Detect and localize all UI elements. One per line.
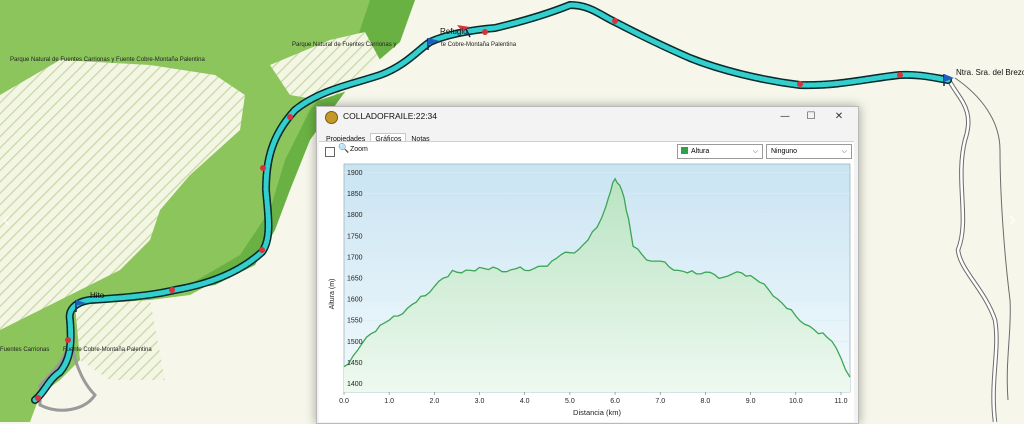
map-park-label: Parque Natural de Fuentes Carrionas y Fu… [10, 57, 205, 63]
waypoint-label-refugio[interactable]: Refugio [440, 27, 468, 36]
road-2 [954, 77, 1011, 401]
track-marker [65, 337, 71, 343]
track-marker [287, 114, 293, 120]
elevation-line [343, 177, 851, 378]
road-3 [38, 339, 97, 412]
map-park-label: Parque Natural de Fuentes Carrionas y [292, 42, 397, 48]
track-marker [259, 247, 265, 253]
window-title: COLLADOFRAILE:22:34 [343, 111, 438, 121]
flag-icon[interactable] [943, 74, 954, 86]
x-tick-label: 8.0 [701, 398, 711, 405]
map-park-label: Fuente Cobre-Montaña Palentina [63, 347, 152, 353]
track-marker [897, 72, 903, 78]
y-tick-label: 1500 [347, 339, 363, 346]
series-select[interactable]: Altura ⌵ [677, 144, 763, 159]
map-park-label: te Cobre-Montaña Palentina [441, 42, 517, 48]
y-axis-ticks: 1400 1450 1500 1550 1600 1650 1700 1750 1800 1850… [347, 170, 363, 388]
y-tick-label: 1450 [347, 360, 363, 367]
track-marker [797, 81, 803, 87]
secondary-series-select[interactable]: Ninguno ⌵ [766, 144, 852, 159]
x-tick-label: 5.0 [565, 398, 575, 405]
track-marker [35, 395, 41, 401]
minimize-button[interactable]: — [780, 111, 790, 122]
close-button[interactable]: ✕ [834, 111, 844, 122]
y-tick-label: 1700 [347, 254, 363, 261]
clearing-area [0, 60, 245, 330]
elevation-area [344, 178, 850, 392]
maximize-button[interactable]: ☐ [806, 111, 816, 122]
series-color-swatch [681, 147, 688, 154]
next-arrow-icon[interactable]: › [1008, 208, 1017, 233]
y-tick-label: 1550 [347, 318, 363, 325]
waypoint-label-brezo[interactable]: Ntra. Sra. del Brezo [956, 68, 1024, 77]
track-marker [482, 29, 488, 35]
y-tick-label: 1850 [347, 191, 363, 198]
tab-notes[interactable]: Notas [411, 136, 430, 143]
chevron-down-icon: ⌵ [752, 147, 758, 155]
y-tick-label: 1750 [347, 233, 363, 240]
y-tick-label: 1900 [347, 170, 363, 177]
gps-track-fill [32, 2, 951, 403]
chevron-down-icon: ⌵ [841, 147, 847, 155]
prev-arrow-icon[interactable]: ‹ [2, 208, 11, 233]
zoom-icon: 🔍 [338, 144, 350, 154]
track-marker [169, 287, 175, 293]
y-tick-label: 1600 [347, 297, 363, 304]
x-axis-label: Distancia (km) [573, 408, 621, 417]
map-park-label: Fuentes Carrionas [0, 347, 50, 353]
x-tick-label: 10.0 [789, 398, 803, 405]
x-axis-ticks: 0.0 1.0 2.0 3.0 4.0 5.0 6.0 7.0 8.0 9.0 10.0 11.0 [339, 392, 848, 405]
x-tick-label: 11.0 [834, 398, 847, 405]
graphs-panel: 🔍 Zoom Altura ⌵ Ninguno ⌵ [319, 141, 854, 422]
x-tick-label: 1.0 [384, 398, 394, 405]
flag-icon[interactable] [457, 25, 471, 38]
y-tick-label: 1650 [347, 276, 363, 283]
tab-properties[interactable]: Propiedades [326, 136, 366, 143]
flag-icon[interactable] [427, 38, 440, 50]
y-tick-label: 1800 [347, 212, 363, 219]
y-tick-label: 1400 [347, 381, 363, 388]
x-tick-label: 9.0 [746, 398, 756, 405]
y-axis-label: Altura (m) [329, 279, 336, 310]
clearing-area-3 [75, 300, 165, 380]
x-tick-label: 4.0 [520, 398, 530, 405]
x-tick-label: 3.0 [475, 398, 485, 405]
track-marker [612, 18, 618, 24]
road-inner [948, 81, 998, 422]
tab-bar: Propiedades Gráficos Notas [321, 128, 435, 146]
app-icon [325, 111, 338, 124]
flag-icon[interactable] [75, 300, 86, 312]
x-tick-label: 7.0 [655, 398, 665, 405]
track-marker [260, 165, 266, 171]
track-markers [35, 18, 903, 401]
window-titlebar[interactable]: COLLADOFRAILE:22:34 — ☐ ✕ [317, 107, 858, 128]
elevation-chart[interactable]: 1400 1450 1500 1550 1600 1650 1700 1750 1800 1850… [319, 160, 854, 422]
x-tick-label: 6.0 [610, 398, 620, 405]
x-tick-label: 2.0 [429, 398, 439, 405]
waypoint-label-hito[interactable]: Hito [90, 291, 105, 300]
x-tick-label: 0.0 [339, 398, 349, 405]
track-properties-window[interactable]: COLLADOFRAILE:22:34 — ☐ ✕ Propiedades Grá… [316, 106, 859, 424]
zoom-label: Zoom [350, 146, 368, 153]
zoom-checkbox[interactable] [325, 147, 335, 157]
